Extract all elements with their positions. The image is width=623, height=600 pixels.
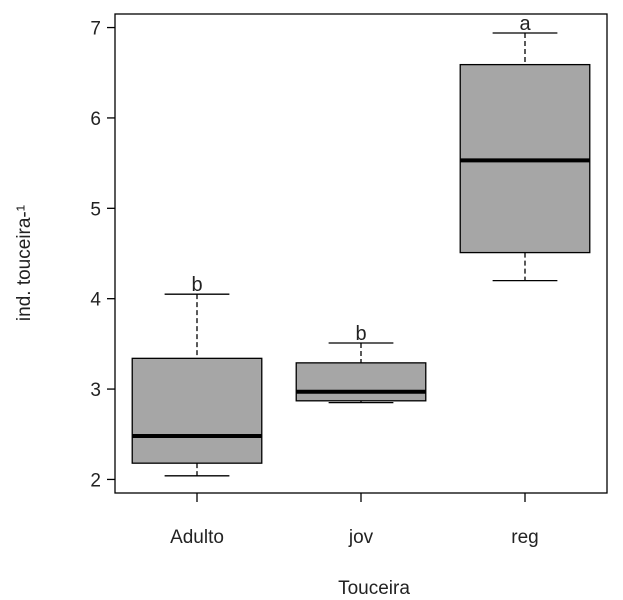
y-axis-title: ind. touceira-¹	[14, 205, 35, 321]
y-tick-label: 3	[90, 380, 101, 401]
box-group-jov: b	[295, 323, 427, 404]
y-tick-label: 2	[90, 470, 101, 491]
y-tick-label: 7	[90, 19, 101, 40]
x-tick-label: reg	[511, 527, 538, 548]
box-group-adulto: b	[131, 274, 263, 477]
box-group-reg: a	[459, 13, 591, 282]
y-tick-label: 5	[90, 199, 101, 220]
x-axis-title: Touceira	[338, 578, 410, 599]
boxes: b b a	[131, 13, 591, 477]
significance-letter: b	[355, 323, 366, 345]
y-tick-label: 4	[90, 290, 101, 311]
iqr-box	[131, 357, 263, 464]
y-axis: 2 3 4 5 6 7	[90, 19, 115, 491]
iqr-box	[295, 362, 427, 402]
x-axis: Adulto jov reg	[170, 493, 539, 548]
significance-letter: b	[191, 274, 202, 296]
significance-letter: a	[519, 13, 531, 35]
x-tick-label: Adulto	[170, 527, 224, 548]
y-tick-label: 6	[90, 109, 101, 130]
x-tick-label: jov	[348, 527, 374, 548]
